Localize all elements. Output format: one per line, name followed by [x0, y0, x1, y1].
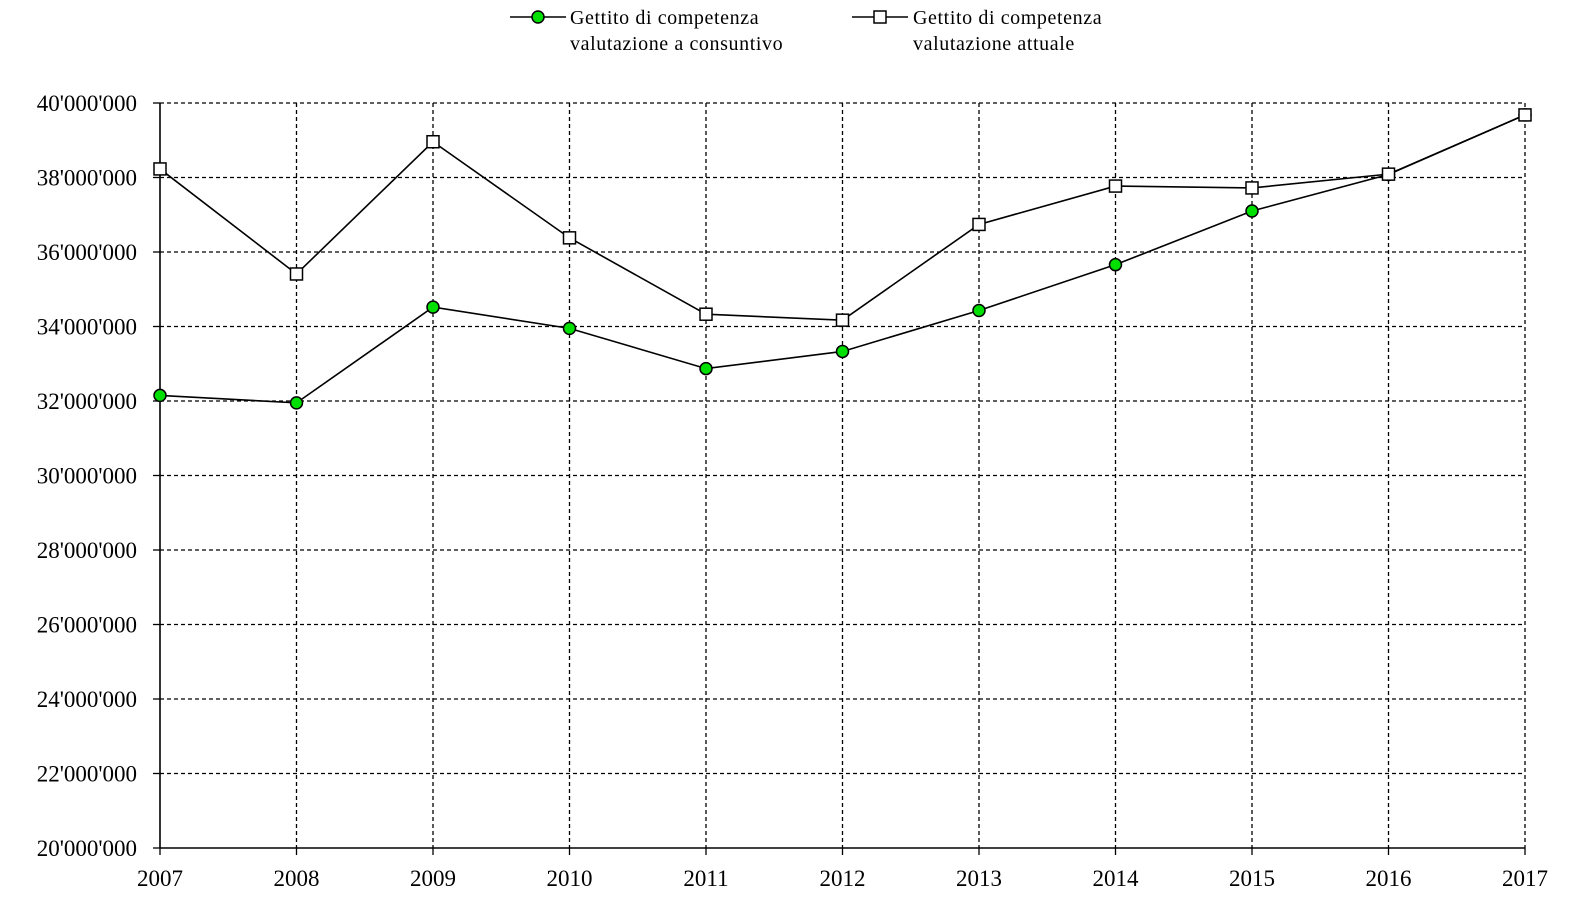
legend-label: Gettito di competenza: [913, 7, 1102, 29]
data-point: [1108, 179, 1123, 193]
y-tick-label: 38'000'000: [37, 166, 137, 191]
series-group: [153, 108, 1532, 410]
data-point: [972, 217, 986, 232]
y-tick-label: 24'000'000: [37, 687, 137, 712]
y-tick-label: 40'000'000: [37, 91, 137, 116]
data-point: [835, 313, 850, 327]
x-tick-label: 2013: [956, 866, 1002, 891]
data-point: [1108, 257, 1123, 272]
data-point: [289, 267, 304, 281]
legend-item-1: Gettito di competenza valutazione a consu…: [510, 7, 783, 55]
x-tick-label: 2012: [820, 866, 866, 891]
data-point: [699, 307, 713, 321]
series-2: [153, 108, 1532, 327]
x-tick-label: 2015: [1229, 866, 1275, 891]
data-point: [153, 388, 167, 403]
y-tick-label: 34'000'000: [37, 315, 137, 340]
x-tick-label: 2009: [410, 866, 456, 891]
data-point: [972, 303, 986, 318]
legend-label: valutazione a consuntivo: [570, 33, 783, 55]
x-tick-label: 2011: [683, 866, 728, 891]
y-tick-label: 20'000'000: [37, 836, 137, 861]
grid-lines: [160, 102, 1526, 848]
legend-label: Gettito di competenza: [570, 7, 759, 29]
legend-item-2: Gettito di competenza valutazione attuale: [852, 7, 1102, 55]
x-tick-label: 2008: [274, 866, 320, 891]
x-tick-label: 2010: [547, 866, 593, 891]
data-point: [699, 361, 713, 376]
x-tick-label: 2014: [1093, 866, 1140, 891]
data-point: [835, 344, 850, 359]
y-tick-label: 32'000'000: [37, 389, 137, 414]
data-point: [153, 162, 167, 176]
x-tick-label: 2007: [137, 866, 183, 891]
data-point: [1245, 181, 1259, 195]
data-point: [426, 134, 440, 149]
y-tick-label: 22'000'000: [37, 762, 137, 787]
y-tick-label: 26'000'000: [37, 613, 137, 638]
data-point: [426, 300, 440, 314]
data-point: [562, 231, 577, 245]
axes: 20'000'000 22'000'000 24'000'000 26'000'000…: [37, 91, 1548, 891]
data-point: [1245, 204, 1259, 218]
y-tick-label: 28'000'000: [37, 538, 137, 563]
legend-label: valutazione attuale: [913, 33, 1075, 55]
data-point: [1381, 167, 1396, 181]
legend: Gettito di competenza valutazione a consu…: [510, 7, 1102, 55]
data-point: [1518, 108, 1532, 122]
x-tick-label: 2017: [1502, 866, 1548, 891]
legend-marker: [873, 10, 887, 24]
y-tick-label: 30'000'000: [37, 464, 137, 489]
data-point: [562, 321, 577, 336]
y-tick-label: 36'000'000: [37, 240, 137, 265]
legend-marker: [531, 10, 545, 24]
x-tick-label: 2016: [1366, 866, 1412, 891]
data-point: [289, 396, 304, 410]
